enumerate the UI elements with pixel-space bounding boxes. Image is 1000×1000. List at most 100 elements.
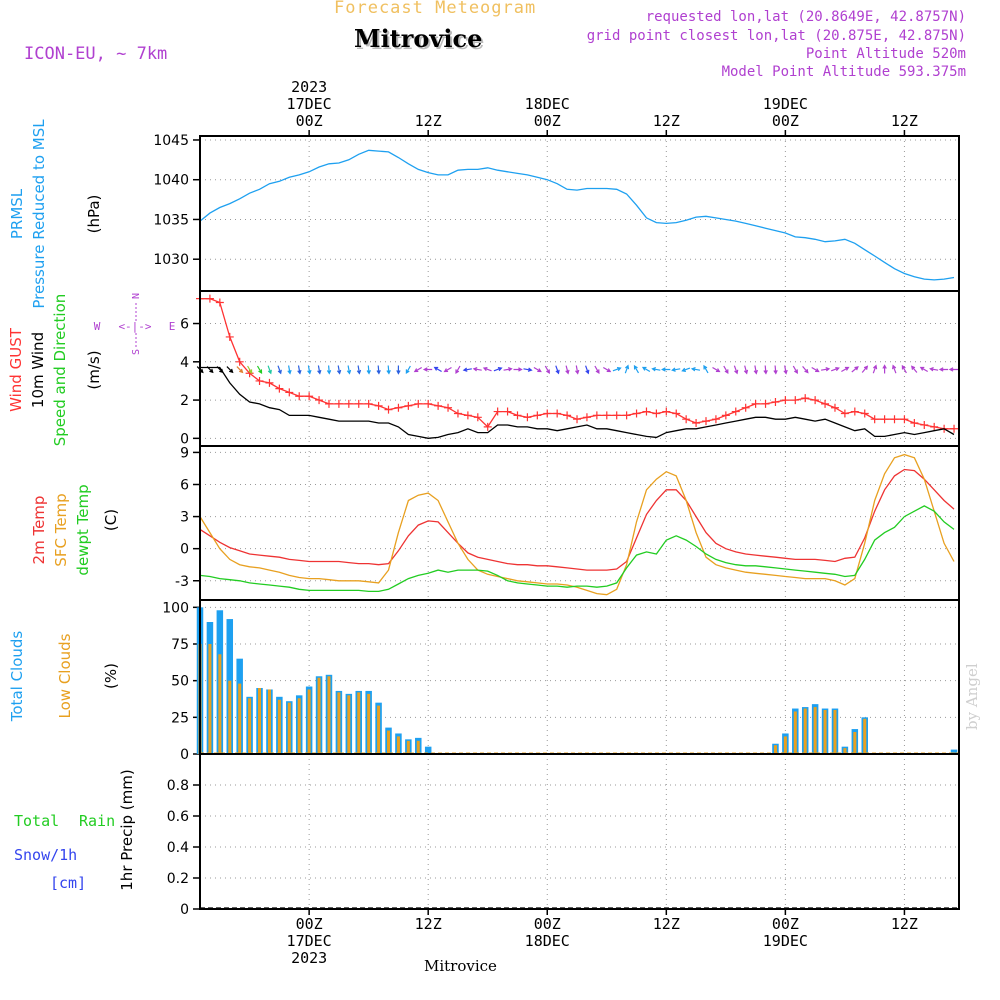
gust-marker [612,411,621,420]
wind-ytick-label: 2 [180,393,189,409]
wind-ytick-label: 4 [180,355,189,371]
wind-direction-arrow [602,366,612,373]
wind-direction-arrow [356,365,362,375]
wind-ytick-label: 0 [180,431,189,447]
low-cloud-bar [357,692,361,754]
wind-direction-arrow [226,366,234,374]
precip-ytick-label: 0 [180,902,189,918]
gust-marker [414,399,423,408]
low-cloud-bar [307,689,311,754]
temp-sfc-label: SFC Temp [52,493,70,566]
wind-speed-direction-label: Speed and Direction [51,294,69,447]
gust-marker [503,407,512,416]
legend-rain: Rain [79,812,115,830]
pressure-unit-label: (hPa) [85,195,103,234]
gust-marker [761,399,770,408]
gust-marker [672,409,681,418]
wind-direction-arrow [792,365,798,374]
pressure-ytick-label: 1030 [153,252,189,268]
low-cloud-bar [248,698,252,754]
pressure-ytick-label: 1035 [153,212,189,228]
low-cloud-bar [297,698,301,754]
gust-marker [920,420,929,429]
wind-direction-arrow [872,364,878,374]
wind-10m-label: 10m Wind [29,332,47,408]
gust-marker [543,409,552,418]
time-label-top: 00Z [296,112,323,130]
wind-direction-arrow [882,364,887,374]
low-cloud-bar [803,708,807,754]
time-label-top: 00Z [534,112,561,130]
wind-direction-arrow [948,367,958,372]
wind-direction-arrow [307,365,312,375]
clouds-unit-label: (%) [102,663,120,689]
gust-marker [533,411,542,420]
wind-direction-arrow [472,367,482,372]
temp-dewpt-label: dewpt Temp [74,484,92,575]
time-label-bottom: 17DEC [287,932,332,950]
wind-direction-arrow [287,365,292,375]
wind-panel-frame [199,290,960,447]
gust-marker [453,409,462,418]
gust-marker [334,399,343,408]
temperature-ytick-label: 6 [180,478,189,494]
wind-unit-label: (m/s) [85,350,103,389]
wind-series-0 [200,298,954,430]
gust-marker [324,399,333,408]
low-cloud-bar [813,707,817,754]
precip-ytick-label: 0.8 [167,778,189,794]
temperature-series-0 [199,468,955,571]
wind-direction-arrow [422,367,433,372]
wind-direction-arrow [743,365,749,375]
low-cloud-bar [218,654,222,754]
wind-direction-arrow [555,365,560,375]
pressure-panel-frame [199,135,960,292]
point-altitude: Point Altitude 520m [805,46,966,62]
gust-marker [394,403,403,412]
time-label-top: 17DEC [287,95,332,113]
wind-direction-arrow [612,367,622,372]
gust-marker [682,415,691,424]
time-label-bottom: 12Z [891,915,918,933]
gust-marker [285,388,294,397]
wind-direction-arrow [366,365,371,375]
gust-marker [513,411,522,420]
pressure-series-0 [199,149,955,281]
wind-direction-arrow [681,367,691,372]
low-cloud-bar [258,688,262,754]
time-label-bottom: 2023 [291,949,327,967]
wind-direction-arrow [892,364,897,374]
wind-direction-arrow [802,366,809,374]
wind-direction-arrow [493,367,503,372]
gust-marker [315,396,324,405]
low-cloud-bar [347,695,351,754]
gust-marker [483,422,492,431]
wind-direction-arrow [651,367,661,372]
wind-direction-arrow [433,366,442,373]
low-cloud-bar [823,710,827,754]
low-cloud-bar [773,745,777,754]
compass-west: W [94,320,101,333]
gust-marker [424,399,433,408]
gust-marker [553,409,562,418]
wind-direction-arrow [723,365,729,374]
wind-direction-arrow [783,365,788,375]
gust-marker [751,399,760,408]
wind-direction-arrow [482,367,492,372]
wind-direction-arrow [919,366,929,373]
precip-ytick-label: 0.6 [167,809,189,825]
precip-ytick-label: 0.2 [167,871,189,887]
gust-marker [702,417,710,426]
clouds-ytick-label: 75 [171,637,189,653]
gust-marker [880,415,889,424]
gust-marker [900,415,909,424]
wind-direction-arrow [661,367,671,372]
gust-marker [364,399,373,408]
time-label-top: 12Z [653,112,680,130]
wind-direction-arrow [641,366,651,373]
low-cloud-bar [238,683,242,754]
wind-ytick-label: 6 [180,317,189,333]
gust-marker [860,409,869,418]
gust-marker [434,401,443,410]
